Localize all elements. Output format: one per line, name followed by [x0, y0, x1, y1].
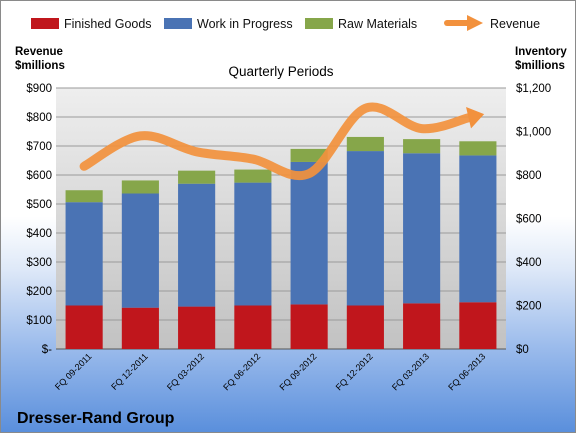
chart-title: Quarterly Periods [228, 64, 333, 79]
bar-finished-goods [459, 302, 497, 349]
left-tick-label: $900 [26, 83, 52, 95]
bar-raw-materials [403, 139, 441, 154]
right-tick-label: $200 [516, 301, 542, 313]
x-tick-label: FQ 12-2012 [334, 351, 375, 392]
revenue-line-group [79, 102, 485, 181]
right-axis-title-line1: Inventory [515, 46, 567, 58]
legend-label-raw-materials: Raw Materials [338, 17, 417, 31]
legend-swatch-work-in-progress [164, 18, 192, 29]
company-name: Dresser-Rand Group [17, 410, 175, 427]
left-tick-label: $700 [26, 141, 52, 153]
left-axis-ticks: $- $100 $200 $300 $400 $500 $600 $700 $800 $900 [26, 83, 52, 356]
left-tick-label: $400 [26, 228, 52, 240]
x-tick-label: FQ 06-2013 [446, 351, 487, 392]
legend-label-finished-goods: Finished Goods [64, 17, 152, 31]
bar-raw-materials [234, 169, 272, 183]
left-tick-label: $100 [26, 315, 52, 327]
bar-raw-materials [65, 190, 103, 203]
right-tick-label: $600 [516, 214, 542, 226]
bar-work-in-progress [65, 202, 103, 306]
left-tick-label: $800 [26, 112, 52, 124]
bar-finished-goods [234, 305, 272, 349]
bar-raw-materials [178, 170, 216, 184]
bar-work-in-progress [178, 183, 216, 307]
bar-work-in-progress [290, 161, 328, 305]
bar-work-in-progress [459, 155, 497, 303]
left-tick-label: $- [42, 344, 52, 356]
x-axis-ticks: FQ 09-2011 FQ 12-2011 FQ 03-2012 FQ 06-2012… [53, 351, 487, 392]
bar-work-in-progress [403, 153, 441, 304]
legend-label-revenue: Revenue [490, 17, 540, 31]
revenue-line [79, 102, 474, 181]
left-tick-label: $200 [26, 286, 52, 298]
left-tick-label: $300 [26, 257, 52, 269]
x-tick-label: FQ 09-2011 [53, 351, 94, 392]
legend-label-work-in-progress: Work in Progress [197, 17, 293, 31]
x-tick-label: FQ 09-2012 [278, 351, 319, 392]
bar-finished-goods [65, 305, 103, 349]
x-tick-label: FQ 03-2013 [390, 351, 431, 392]
right-tick-label: $400 [516, 257, 542, 269]
legend-swatch-finished-goods [31, 18, 59, 29]
legend-swatch-raw-materials [305, 18, 333, 29]
legend: Finished Goods Work in Progress Raw Mate… [31, 15, 540, 31]
right-axis-ticks: $0 $200 $400 $600 $800 $1,000 $1,200 [516, 83, 551, 356]
legend-arrow-revenue [467, 15, 483, 31]
left-tick-label: $500 [26, 199, 52, 211]
bar-work-in-progress [346, 151, 384, 306]
right-axis-title-line2: $millions [515, 60, 565, 72]
bar-finished-goods [346, 305, 384, 349]
right-tick-label: $1,000 [516, 127, 551, 139]
bar-work-in-progress [234, 182, 272, 306]
bars [65, 136, 497, 349]
left-tick-label: $600 [26, 170, 52, 182]
bar-raw-materials [290, 148, 328, 162]
right-tick-label: $0 [516, 344, 529, 356]
bar-raw-materials [346, 136, 384, 152]
x-tick-label: FQ 06-2012 [221, 351, 262, 392]
left-axis-title-line1: Revenue [15, 46, 63, 58]
x-tick-label: FQ 03-2012 [165, 351, 206, 392]
left-axis-title-line2: $millions [15, 60, 65, 72]
bar-finished-goods [121, 307, 159, 349]
bar-raw-materials [459, 141, 497, 156]
x-tick-label: FQ 12-2011 [109, 351, 150, 392]
right-tick-label: $1,200 [516, 83, 551, 95]
bar-work-in-progress [121, 193, 159, 308]
bar-raw-materials [121, 180, 159, 194]
bar-finished-goods [403, 303, 441, 349]
bar-finished-goods [290, 304, 328, 349]
revenue-arrowhead [466, 107, 485, 129]
bar-finished-goods [178, 306, 216, 349]
right-tick-label: $800 [516, 170, 542, 182]
